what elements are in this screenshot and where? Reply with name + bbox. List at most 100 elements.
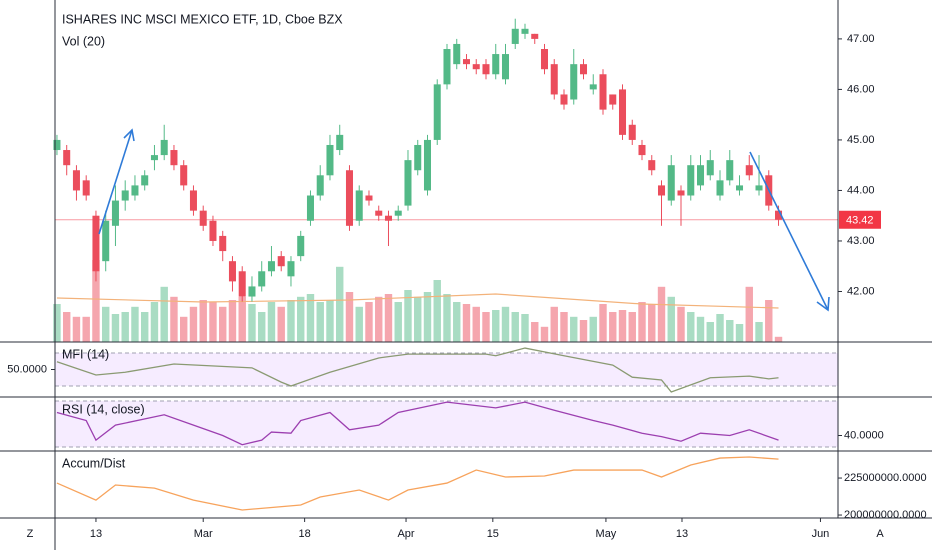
candle-body <box>462 59 470 65</box>
volume-bar <box>774 336 783 342</box>
button-a-label[interactable]: A <box>876 528 884 540</box>
button-a[interactable] <box>870 523 890 543</box>
volume-bar <box>550 306 558 342</box>
volume-bar <box>384 294 393 342</box>
volume-bar <box>453 302 461 342</box>
band-fill <box>55 353 838 386</box>
y-tick-label: 46.00 <box>847 83 875 95</box>
x-tick-label: Apr <box>397 528 414 540</box>
candle-body <box>53 139 61 151</box>
candle-body <box>404 160 412 206</box>
y-tick-label: 47.00 <box>847 33 875 45</box>
candle-body <box>648 160 656 171</box>
arrow-down <box>749 151 829 311</box>
volume-bar <box>219 306 227 342</box>
candle-body <box>267 261 275 272</box>
candle-body <box>248 286 256 297</box>
candle-body <box>745 165 753 176</box>
y-tick-label: 40.0000 <box>844 429 884 441</box>
volume-bar <box>72 316 81 342</box>
candle-body <box>423 139 431 191</box>
volume-bar <box>492 310 500 342</box>
volume-bar <box>131 306 139 342</box>
candle-body <box>63 150 71 166</box>
candle-body <box>609 94 617 105</box>
indicator-line <box>56 456 779 511</box>
candle-body <box>258 271 266 287</box>
volume-bar <box>82 316 90 342</box>
candle-body <box>111 200 119 226</box>
candle-body <box>501 54 510 80</box>
arrow-up <box>98 129 133 235</box>
candle-body <box>287 261 295 277</box>
volume-bar <box>141 312 149 342</box>
candle-body <box>716 180 724 196</box>
candle-body <box>180 165 188 186</box>
candle-body <box>589 84 597 90</box>
candle-body <box>453 43 461 65</box>
volume-bar <box>687 312 695 342</box>
x-tick-label: May <box>596 528 617 540</box>
volume-bar <box>150 302 159 342</box>
volume-bar <box>101 306 110 342</box>
candle-body <box>345 170 353 226</box>
candle-body <box>677 190 685 196</box>
y-tick-label: 50.0000 <box>7 363 47 375</box>
volume-bar <box>355 306 363 342</box>
volume-bar <box>462 304 471 342</box>
candle-body <box>306 195 314 221</box>
indicator-line <box>56 401 779 446</box>
volume-bar <box>121 312 129 342</box>
candle-body <box>297 235 305 257</box>
volume-bar <box>443 294 451 342</box>
last-price-label: 43.42 <box>846 215 874 227</box>
volume-bar <box>648 304 656 342</box>
candle-body <box>482 64 490 75</box>
candle-body <box>72 170 80 191</box>
y-tick-label: 45.00 <box>847 134 875 146</box>
candle-body <box>365 195 373 201</box>
last-price-box <box>839 210 881 229</box>
candle-body <box>540 49 549 70</box>
candle-body <box>82 180 90 196</box>
candle-body <box>531 33 539 39</box>
x-tick-label: 13 <box>90 528 102 540</box>
volume-bar <box>92 260 100 342</box>
volume-bar <box>345 292 354 342</box>
volume-bar <box>375 296 383 342</box>
candle-body <box>667 165 675 201</box>
volume-bar <box>170 296 178 342</box>
candle-body <box>199 210 207 226</box>
button-z[interactable] <box>20 523 40 543</box>
volume-bar <box>482 312 490 342</box>
volume-ma-line <box>56 293 779 309</box>
volume-bar <box>199 300 207 342</box>
volume-bar <box>111 314 120 342</box>
volume-bar <box>297 296 305 342</box>
volume-bar <box>277 306 285 342</box>
indicator-label: RSI (14, close) <box>62 402 145 416</box>
volume-bar <box>336 266 344 342</box>
volume-bar <box>609 312 617 342</box>
volume-bar <box>745 286 753 342</box>
candle-body <box>775 210 783 220</box>
candle-body <box>121 190 129 201</box>
candle-body <box>706 160 714 176</box>
volume-bar <box>696 316 705 342</box>
band-fill <box>55 400 838 448</box>
candle-body <box>375 210 383 216</box>
volume-bar <box>677 306 685 342</box>
candle-body <box>316 175 324 196</box>
volume-bar <box>258 312 266 342</box>
volume-bar <box>531 322 539 342</box>
volume-bar <box>472 306 480 342</box>
button-z-label[interactable]: Z <box>27 528 34 540</box>
indicator-label: Accum/Dist <box>62 456 126 470</box>
volume-bar <box>160 286 168 342</box>
candle-body <box>570 64 578 100</box>
volume-bar <box>657 286 666 342</box>
candle-body <box>697 165 705 186</box>
